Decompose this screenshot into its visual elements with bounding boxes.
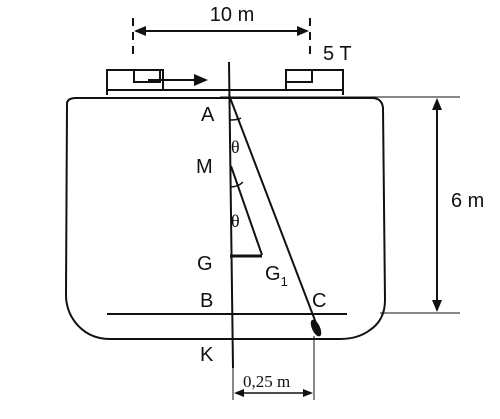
- label-point-a: A: [201, 104, 215, 126]
- bottom-dimension-arrow-right: [303, 389, 313, 397]
- label-point-g1-base: G: [265, 263, 281, 285]
- m-to-g1-line: [230, 165, 263, 256]
- bottom-dimension-label: 0,25 m: [243, 372, 290, 391]
- plumb-bob: [310, 319, 322, 337]
- label-theta-upper: θ: [231, 137, 240, 157]
- label-point-g1-subscript: 1: [281, 274, 288, 289]
- top-dimension-arrow-right: [297, 26, 309, 36]
- label-point-c: C: [312, 290, 326, 312]
- label-theta-lower: θ: [231, 211, 240, 231]
- weight-initial-position: [133, 69, 161, 83]
- label-point-g1: G1: [265, 263, 288, 289]
- theta-arc-upper: [229, 117, 242, 121]
- top-dimension-label: 10 m: [210, 4, 254, 26]
- theta-arc-lower: [229, 181, 244, 188]
- ship-centerline: [228, 61, 234, 369]
- hull-outline: [64, 97, 387, 340]
- label-point-m: M: [196, 156, 213, 178]
- weight-final-position: [285, 69, 313, 83]
- bottom-dimension-arrow-left: [234, 389, 244, 397]
- height-dimension-arrow-bottom: [432, 300, 442, 312]
- label-point-k: K: [200, 344, 214, 366]
- label-point-b: B: [200, 290, 213, 312]
- top-dimension-arrow-left: [134, 26, 146, 36]
- label-point-g: G: [197, 253, 213, 275]
- height-dimension-arrow-top: [432, 98, 442, 110]
- height-dimension-label: 6 m: [451, 190, 484, 212]
- weight-shift-arrowhead: [194, 74, 208, 86]
- plumb-line: [228, 94, 317, 324]
- weight-label: 5 T: [323, 43, 352, 65]
